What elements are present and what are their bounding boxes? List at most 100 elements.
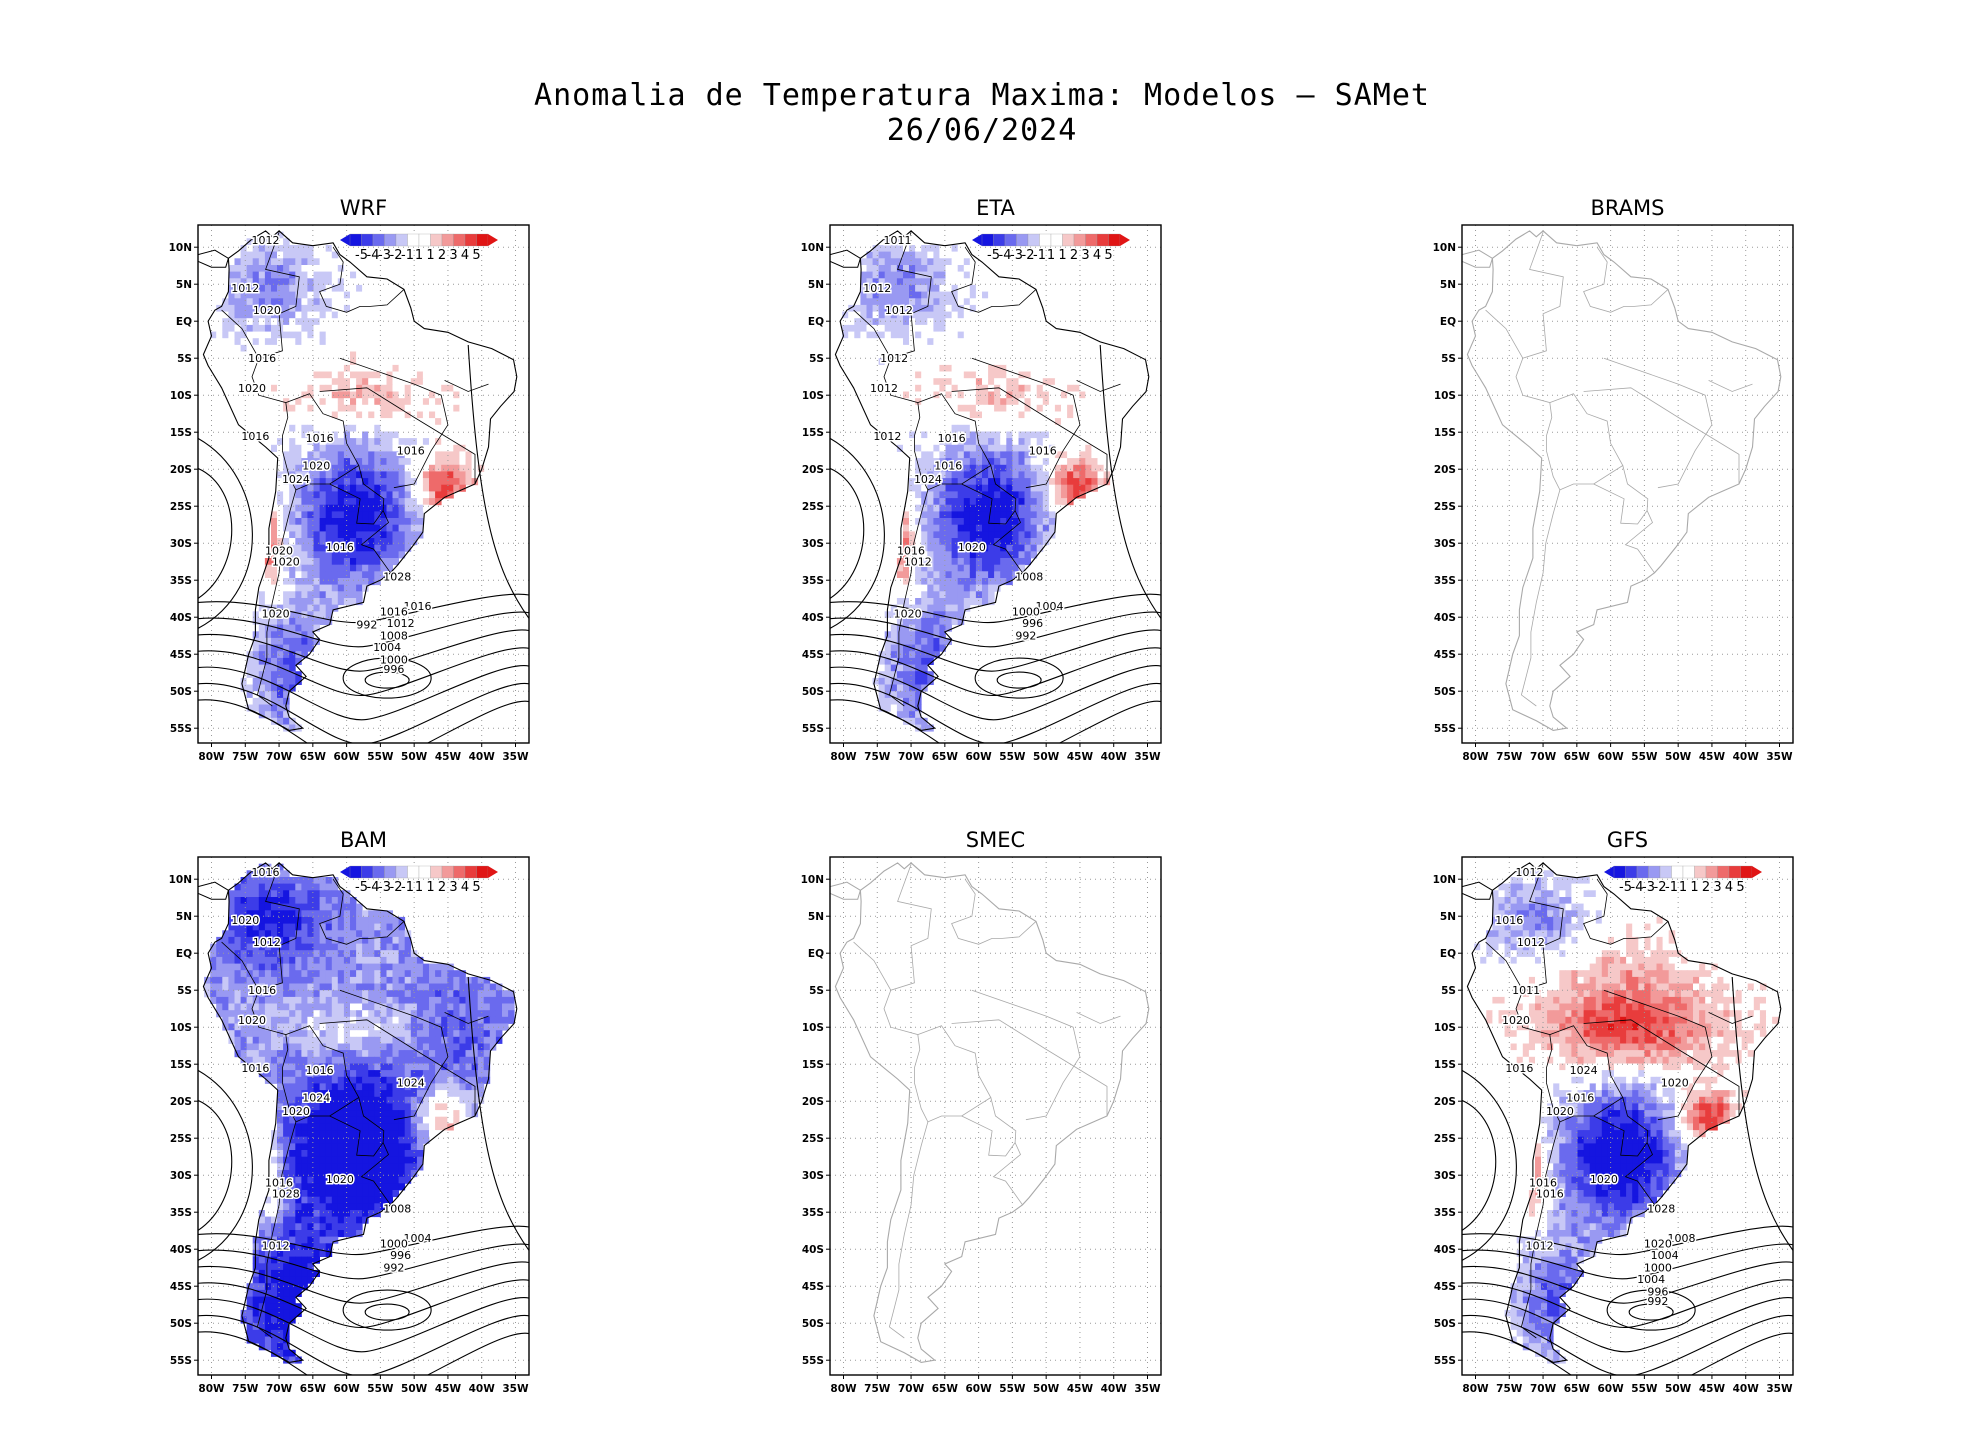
legend-swatch xyxy=(395,233,408,247)
lat-tick-label: 55S xyxy=(802,1355,824,1367)
lon-tick-label: 35W xyxy=(1766,751,1793,763)
lon-tick-label: 80W xyxy=(830,1383,857,1395)
lat-tick-label: 20S xyxy=(1434,1096,1456,1108)
panel-smec: SMEC 10N 5N EQ 5S 10S 15S 20S 25S 30S 35S 40S 45S 50S… xyxy=(801,828,1162,1395)
legend-swatch xyxy=(349,233,362,247)
isobar-label: 1012 xyxy=(863,282,891,295)
lon-tick-label: 70W xyxy=(1530,751,1557,763)
country-border xyxy=(961,465,1017,525)
lon-tick-label: 65W xyxy=(932,751,959,763)
coastline xyxy=(1466,230,1782,731)
legend-swatch xyxy=(1636,865,1649,879)
legend-swatch xyxy=(1039,233,1052,247)
lon-tick-label: 35W xyxy=(1134,1383,1161,1395)
country-border xyxy=(951,878,1037,945)
legend-label: 1 xyxy=(415,248,423,263)
country-border xyxy=(951,1019,1108,1116)
legend-swatch xyxy=(407,233,420,247)
legend-label: 3 xyxy=(449,880,457,895)
isobar-label: 1012 xyxy=(387,617,415,630)
legend-label: 1 xyxy=(415,880,423,895)
country-border xyxy=(1485,309,1524,359)
lat-tick-label: EQ xyxy=(176,316,192,328)
legend-label: 2 xyxy=(1070,248,1078,263)
country-border xyxy=(256,489,297,707)
lon-tick-label: 80W xyxy=(830,751,857,763)
country-border xyxy=(971,357,1081,489)
lat-tick-label: 5N xyxy=(176,911,192,923)
isobar-label: 1016 xyxy=(397,445,425,458)
anomaly-legend: -5-4-3-2-1 1 1 2 3 4 5 xyxy=(1604,865,1762,895)
isobar-label: 992 xyxy=(1647,1295,1668,1308)
country-border xyxy=(992,1142,1023,1206)
central-america-coast xyxy=(1462,249,1493,268)
isobar-label: 1000 xyxy=(1012,605,1040,618)
lat-tick-label: 5N xyxy=(176,279,192,291)
isobar-label: 1020 xyxy=(302,460,330,473)
lat-tick-label: 25S xyxy=(802,501,824,513)
isobar-label: 1016 xyxy=(1029,445,1057,458)
country-border xyxy=(951,387,1108,484)
legend-label: 5 xyxy=(1736,880,1744,895)
legend-arrow-left xyxy=(340,234,350,246)
isobar-label: 1012 xyxy=(873,430,901,443)
legend-label: 2 xyxy=(438,248,446,263)
isobar-label: 1012 xyxy=(1517,936,1545,949)
lat-tick-label: 55S xyxy=(1434,723,1456,735)
legend-swatch xyxy=(1717,865,1730,879)
legend-swatch xyxy=(430,233,443,247)
legend-label: -3 xyxy=(1642,880,1655,895)
isobar-label: 996 xyxy=(1022,617,1043,630)
lon-tick-label: 40W xyxy=(1733,751,1760,763)
lon-tick-label: 60W xyxy=(966,751,993,763)
legend-swatch xyxy=(1740,865,1753,879)
grid-lines xyxy=(1462,857,1793,1375)
lon-tick-label: 65W xyxy=(1564,751,1591,763)
legend-label: 1 xyxy=(1690,880,1698,895)
isobar-label: 1020 xyxy=(326,1173,354,1186)
lon-tick-label: 65W xyxy=(300,1383,327,1395)
lon-tick-label: 80W xyxy=(1462,751,1489,763)
isobar-label: 996 xyxy=(1647,1285,1668,1298)
legend-label: 1 xyxy=(426,248,434,263)
lon-tick-label: 70W xyxy=(266,1383,293,1395)
isobar-label: 1016 xyxy=(326,541,354,554)
lat-tick-label: 5S xyxy=(177,353,192,365)
lat-tick-label: EQ xyxy=(176,948,192,960)
lon-tick-label: 80W xyxy=(198,1383,225,1395)
isobar-label: 1016 xyxy=(1536,1188,1564,1201)
isobar-label: 1020 xyxy=(282,1105,310,1118)
isobar-label: 996 xyxy=(390,1249,411,1262)
legend-swatch xyxy=(1625,865,1638,879)
isobar-label: 1008 xyxy=(1015,571,1043,584)
figure-date: 26/06/2024 xyxy=(886,113,1078,148)
coastline xyxy=(1466,862,1782,1363)
isobar-label: 1020 xyxy=(1590,1173,1618,1186)
grid-lines xyxy=(1462,225,1793,743)
isobars xyxy=(198,976,529,1375)
legend-label: 3 xyxy=(1713,880,1721,895)
country-border xyxy=(853,309,892,359)
country-border xyxy=(1603,357,1713,489)
isobar-label: 996 xyxy=(383,663,404,676)
axis-ticks: 10N 5N EQ 5S 10S 15S 20S 25S 30S 35S 40S 45S 50S 55S 8… xyxy=(169,874,529,1395)
isobar-label: 1016 xyxy=(380,605,408,618)
lat-tick-label: 20S xyxy=(1434,464,1456,476)
legend-swatch xyxy=(1671,865,1684,879)
lon-tick-label: 35W xyxy=(1134,751,1161,763)
isobar-label: 1016 xyxy=(248,984,276,997)
lat-tick-label: 55S xyxy=(170,723,192,735)
isobar-label: 1016 xyxy=(1495,914,1523,927)
lat-tick-label: 15S xyxy=(1434,1059,1456,1071)
lat-tick-label: 45S xyxy=(170,649,192,661)
lon-tick-label: 50W xyxy=(1665,751,1692,763)
isobar-label: 1016 xyxy=(404,600,432,613)
lon-tick-label: 50W xyxy=(1033,751,1060,763)
isobar-label: 1016 xyxy=(1529,1177,1557,1190)
lon-tick-label: 70W xyxy=(898,1383,925,1395)
lat-tick-label: 25S xyxy=(1434,1133,1456,1145)
country-border xyxy=(888,1121,929,1339)
isobar-label: 1008 xyxy=(380,630,408,643)
